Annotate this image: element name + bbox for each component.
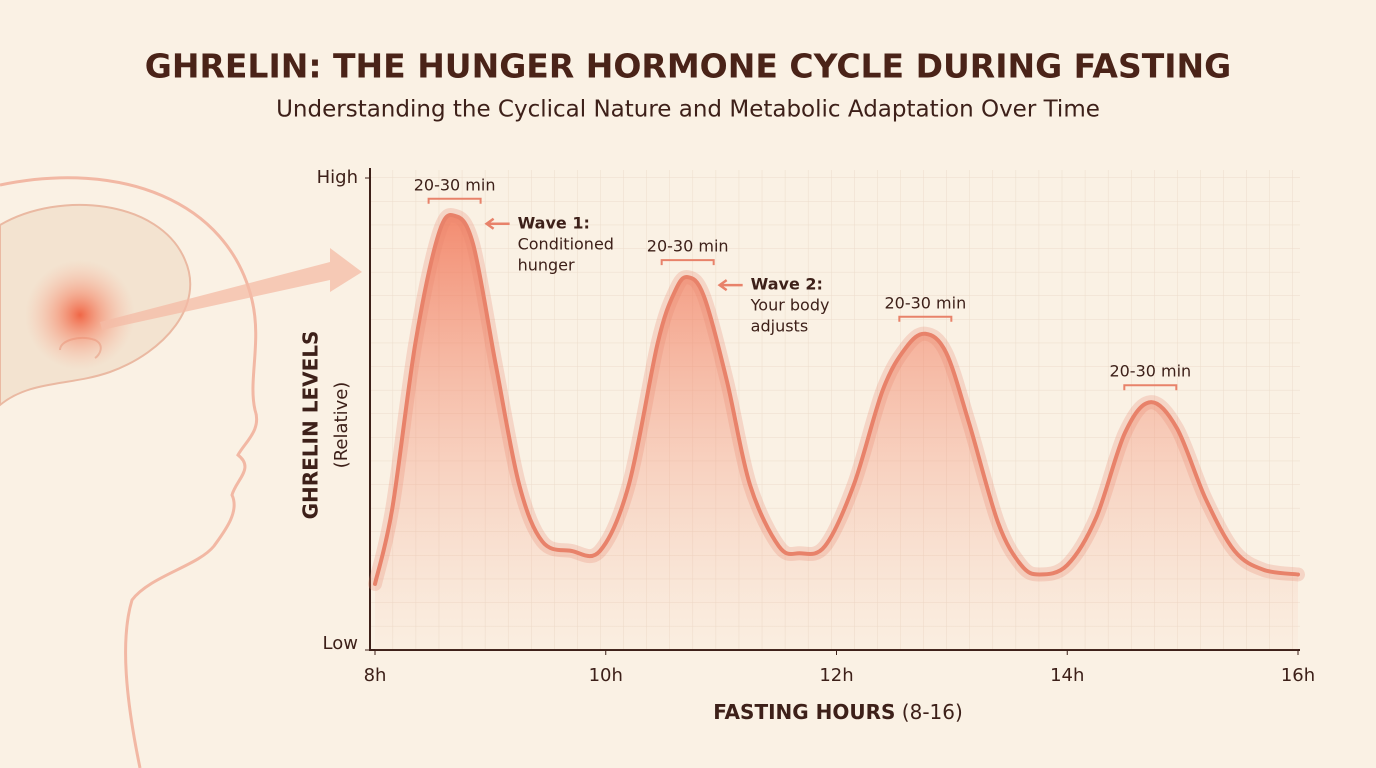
- subtitle: Understanding the Cyclical Nature and Me…: [276, 97, 1100, 123]
- peak-label: 20-30 min: [414, 175, 496, 194]
- wave-arrow: [717, 279, 743, 292]
- wave-text: adjusts: [751, 317, 809, 336]
- y-axis-note: (Relative): [331, 382, 352, 469]
- peak-label: 20-30 min: [884, 293, 966, 312]
- peak-label: 20-30 min: [647, 237, 729, 256]
- duration-bracket: [1123, 384, 1178, 391]
- wave-arrow: [484, 217, 510, 230]
- title: GHRELIN: THE HUNGER HORMONE CYCLE DURING…: [145, 47, 1231, 86]
- y-tick-label: High: [317, 167, 358, 188]
- wave-title: Wave 2:: [751, 275, 823, 294]
- duration-bracket: [660, 259, 715, 266]
- x-axis-note: (8-16): [902, 700, 963, 724]
- duration-bracket: [898, 315, 953, 322]
- area: [375, 215, 1298, 651]
- wave-text: Your body: [750, 296, 830, 315]
- x-axis-title: FASTING HOURS (8-16): [713, 700, 963, 724]
- x-axis-label: FASTING HOURS: [713, 700, 895, 724]
- y-axis-title: GHRELIN LEVELS: [299, 331, 323, 520]
- head-illustration: [0, 176, 362, 768]
- wave-title: Wave 1:: [518, 213, 590, 232]
- duration-bracket: [427, 197, 482, 204]
- peak-label: 20-30 min: [1109, 362, 1191, 381]
- y-tick-label: Low: [323, 633, 358, 654]
- wave-text: hunger: [518, 255, 575, 274]
- x-tick-label: 12h: [819, 665, 853, 686]
- x-tick-label: 8h: [364, 665, 387, 686]
- x-tick-label: 14h: [1050, 665, 1084, 686]
- line: [373, 213, 1300, 586]
- x-tick-label: 16h: [1281, 665, 1315, 686]
- wave-text: Conditioned: [518, 234, 614, 253]
- x-tick-label: 10h: [589, 665, 623, 686]
